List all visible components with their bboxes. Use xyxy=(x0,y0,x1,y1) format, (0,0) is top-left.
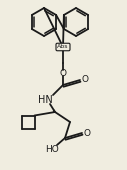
Text: HN: HN xyxy=(38,95,52,105)
Text: Abs: Abs xyxy=(57,45,69,49)
Text: O: O xyxy=(83,129,91,138)
Text: O: O xyxy=(82,75,89,84)
Text: HO: HO xyxy=(45,146,59,155)
Text: O: O xyxy=(60,69,67,78)
